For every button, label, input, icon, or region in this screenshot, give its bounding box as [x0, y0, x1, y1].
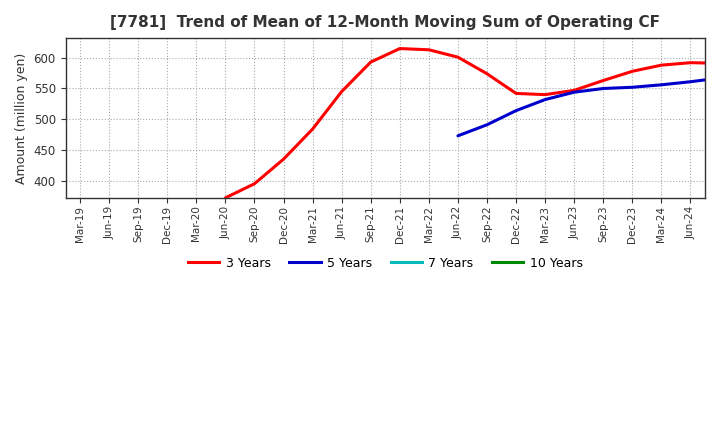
Title: [7781]  Trend of Mean of 12-Month Moving Sum of Operating CF: [7781] Trend of Mean of 12-Month Moving …: [110, 15, 660, 30]
Legend: 3 Years, 5 Years, 7 Years, 10 Years: 3 Years, 5 Years, 7 Years, 10 Years: [183, 252, 588, 275]
Y-axis label: Amount (million yen): Amount (million yen): [15, 52, 28, 183]
